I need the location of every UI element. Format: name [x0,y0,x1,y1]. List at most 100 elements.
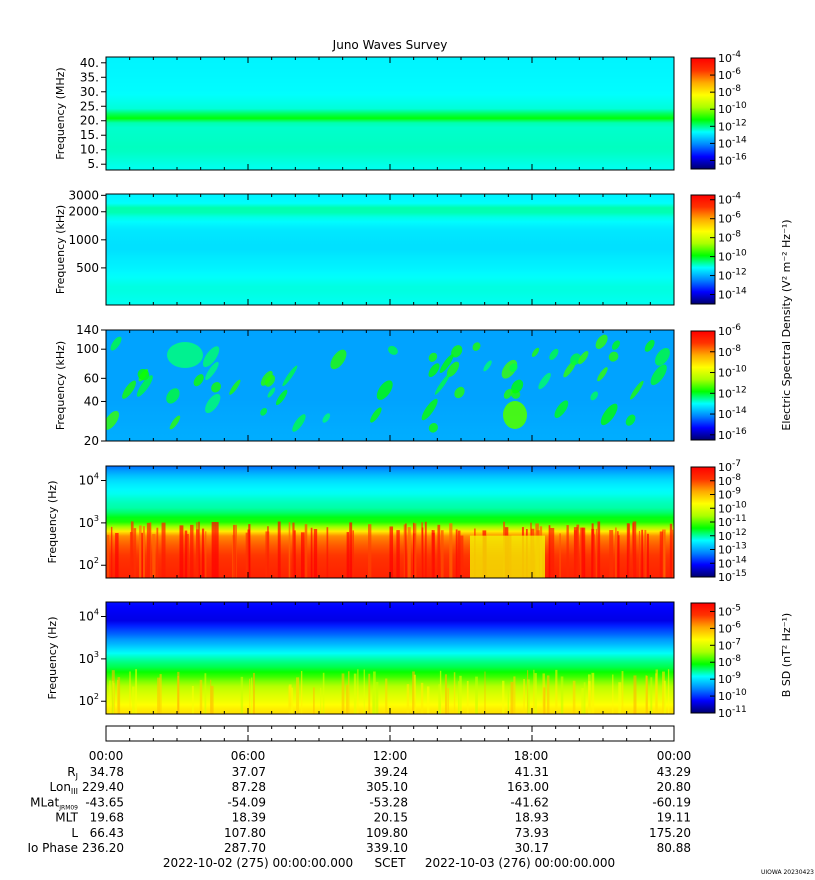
emission-streak [260,370,273,386]
emission-band [669,523,673,578]
emission-band [115,533,119,578]
colorbar-tick-label: 10-7 [718,637,741,652]
emission-streak [531,347,540,357]
emission-band [475,676,478,714]
emission-band [414,523,417,578]
emission-streak [275,389,288,406]
emission-streak [428,423,438,433]
ephemeris-value: -41.62 [510,795,549,809]
emission-band [210,679,212,714]
emission-streak [193,374,204,387]
emission-band [357,669,359,714]
colorbar-tick-label: 10-11 [718,705,747,720]
ephemeris-value: 18.93 [515,811,549,825]
emission-streak [608,351,619,362]
emission-band [210,685,214,714]
panel-b-wave: 102 103 104 Frequency (Hz) 10-5 10-6 10-7 10-8 1… [46,601,747,720]
ephemeris-label: LonIII [50,780,79,796]
emission-streak [388,345,398,355]
emission-band [149,522,152,578]
emission-band [459,675,462,714]
ephemeris-label: MLatJRM09 [30,795,78,811]
emission-streak [538,372,551,390]
emission-band [449,523,453,578]
emission-gap [470,535,545,578]
y-tick-label: 25. [80,99,99,113]
emission-band [249,678,251,714]
emission-band [347,671,350,714]
colorbar-tick-label: 10-12 [718,385,747,400]
ephemeris-value: 73.93 [515,826,549,840]
colorbar-tick-label: 10-6 [718,620,741,635]
emission-band [426,686,430,714]
colorbar-tick-label: 10-9 [718,671,741,686]
emission-band [413,674,416,714]
y-tick-label: 104 [79,608,99,624]
emission-band [253,672,255,714]
emission-band [363,669,365,714]
ephemeris-value: 229.40 [82,780,124,794]
ephemeris-value: 19.68 [90,811,124,825]
y-tick-label: 10. [80,143,99,157]
emission-band [407,527,411,578]
ephemeris-value: 39.24 [374,765,408,779]
emission-band [638,531,641,578]
emission-band [368,673,371,714]
ephemeris-value: 30.17 [515,841,549,855]
emission-streak [265,375,276,387]
electric-spectral-density-label: Electric Spectral Density (V² m⁻² Hz⁻¹) [780,219,793,430]
emission-band [300,532,305,578]
emission-band [647,533,649,578]
emission-band [179,525,184,578]
emission-band [265,531,270,578]
ephemeris-value: 66.43 [90,826,124,840]
emission-band [353,673,357,714]
y-tick-label: 3000 [68,188,99,202]
y-tick-label: 140 [76,323,99,337]
colorbar-tick-label: 10-12 [718,268,747,283]
emission-band [421,527,424,578]
emission-band [432,530,435,578]
y-tick-label: 60 [84,371,99,385]
emission-band [111,680,114,714]
emission-band [204,673,207,714]
emission-band [142,526,145,578]
time-tick-label: 18:00 [514,749,549,763]
chart-title: Juno Waves Survey [332,38,448,52]
emission-band [550,527,555,578]
emission-streak [511,379,524,394]
emission-band [502,680,505,714]
emission-band [368,524,372,578]
emission-band [591,672,595,714]
emission-band [141,532,143,578]
emission-band [300,670,303,714]
emission-streak [446,361,460,377]
emission-band [139,525,142,578]
y-axis-label: Frequency (kHz) [54,341,67,430]
emission-band [510,681,514,714]
y-tick-label: 20 [84,434,99,448]
emission-streak [578,350,589,365]
colorbar-tick-label: 10-12 [718,528,747,543]
y-tick-label: 100 [76,342,99,356]
emission-band [196,529,199,578]
spectrogram-features [106,334,670,433]
y-tick-label: 15. [80,128,99,142]
emission-band [424,521,427,578]
emission-band [310,527,313,578]
emission-band [159,674,162,714]
ephemeris-value: 19.11 [657,811,691,825]
emission-band [667,669,670,714]
y-tick-label: 102 [79,692,99,708]
emission-band [671,529,674,578]
emission-streak [644,339,655,352]
y-tick-label: 104 [79,472,99,488]
emission-band [453,672,456,714]
emission-streak [570,353,581,366]
y-tick-label: 103 [79,514,99,530]
y-tick-label: 103 [79,650,99,666]
ephemeris-value: 37.07 [232,765,266,779]
ephemeris-label: L [71,826,78,840]
emission-streak [229,379,241,395]
emission-band [240,676,244,714]
